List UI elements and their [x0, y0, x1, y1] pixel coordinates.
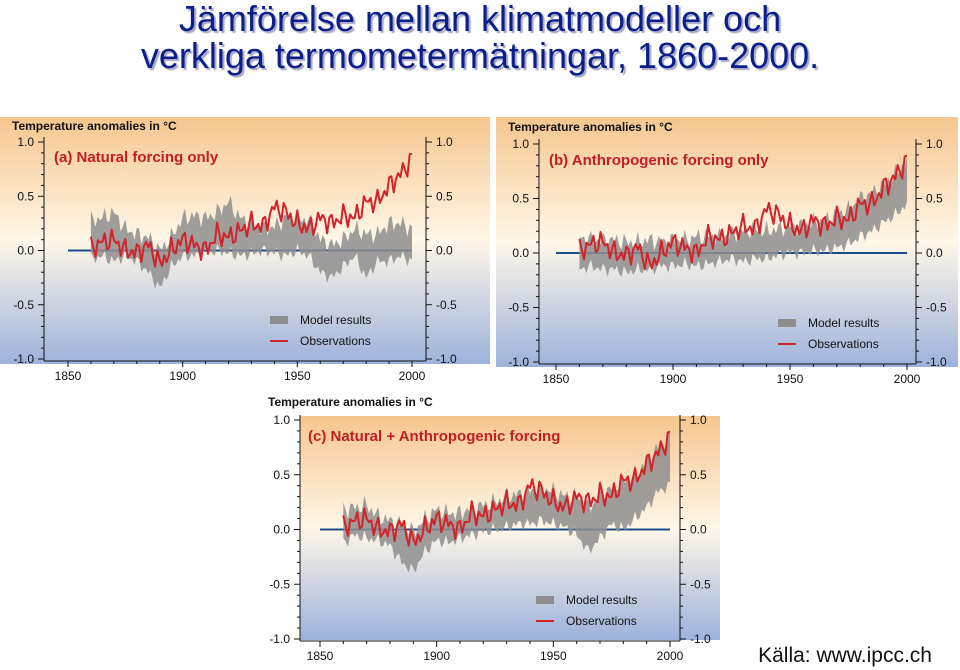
chart-panel-c: Temperature anomalies in °C 1.0 1.0 0.5 0.5 0…	[268, 395, 720, 663]
y-tick-label-right: 1.0	[436, 135, 453, 149]
y-tick-label-left: 0.0	[512, 246, 529, 260]
model-results-band	[343, 430, 670, 573]
y-tick-label-right: -0.5	[926, 301, 947, 315]
x-tick-label: 1850	[543, 372, 570, 386]
y-tick-label-left: -0.5	[269, 577, 290, 591]
y-tick-label-left: -1.0	[508, 355, 529, 369]
model-results-band	[90, 195, 413, 289]
legend-swatch-model	[270, 316, 288, 324]
y-tick-label-right: -0.5	[436, 298, 457, 312]
legend-label-observations: Observations	[808, 337, 879, 351]
legend-label-model: Model results	[808, 316, 879, 330]
x-tick-label: 1950	[777, 372, 804, 386]
y-tick-label-right: 1.0	[926, 137, 943, 151]
y-tick-label-right: 0.5	[926, 192, 943, 206]
panel-title: (c) Natural + Anthropogenic forcing	[308, 428, 560, 445]
x-tick-label: 1950	[284, 369, 311, 383]
source-label: Källa: www.ipcc.ch	[758, 644, 932, 667]
y-tick-label-left: 1.0	[273, 413, 290, 427]
legend-swatch-model	[778, 319, 796, 327]
y-tick-label-left: -0.5	[13, 298, 34, 312]
y-tick-label-right: 0.5	[436, 189, 453, 203]
y-tick-label-left: 0.0	[17, 244, 34, 258]
y-tick-label-left: -1.0	[269, 632, 290, 646]
x-tick-label: 2000	[657, 649, 684, 663]
y-tick-label-right: -0.5	[690, 577, 711, 591]
x-tick-label: 1900	[423, 649, 450, 663]
slide-title-line2: verkliga termometermätningar, 1860-2000.	[140, 35, 820, 76]
y-tick-label-right: 0.0	[436, 244, 453, 258]
x-tick-label: 2000	[399, 369, 426, 383]
panel-title: (b) Anthropogenic forcing only	[549, 152, 769, 169]
y-tick-label-left: 1.0	[512, 137, 529, 151]
x-tick-label: 1950	[540, 649, 567, 663]
y-tick-label-left: 0.5	[512, 192, 529, 206]
slide-title: Jämförelse mellan klimatmodeller och ver…	[0, 0, 960, 74]
y-axis-label: Temperature anomalies in °C	[508, 120, 673, 134]
y-tick-label-right: -1.0	[926, 355, 947, 369]
y-tick-label-right: -1.0	[436, 352, 457, 366]
y-tick-label-left: 0.5	[273, 468, 290, 482]
y-tick-label-left: 0.5	[17, 189, 34, 203]
x-tick-label: 2000	[894, 372, 921, 386]
slide-title-line1: Jämförelse mellan klimatmodeller och	[178, 0, 782, 39]
y-axis-label: Temperature anomalies in °C	[12, 119, 177, 133]
panel-title: (a) Natural forcing only	[54, 149, 219, 166]
x-tick-label: 1850	[307, 649, 334, 663]
x-tick-label: 1900	[169, 369, 196, 383]
chart-panel-a: Temperature anomalies in °C 1.0 1.0 0.5 0.5 0…	[0, 117, 490, 383]
legend-swatch-model	[536, 596, 554, 604]
chart-panel-b: Temperature anomalies in °C 1.0 1.0 0.5 0.5 0…	[496, 117, 958, 386]
observations-line	[342, 430, 671, 547]
x-tick-label: 1900	[660, 372, 687, 386]
legend-label-model: Model results	[566, 593, 637, 607]
y-tick-label-right: -1.0	[690, 632, 711, 646]
legend-label-observations: Observations	[300, 334, 371, 348]
y-tick-label-left: 1.0	[17, 135, 34, 149]
y-tick-label-right: 0.0	[690, 523, 707, 537]
y-tick-label-left: -1.0	[13, 352, 34, 366]
y-tick-label-right: 0.5	[690, 468, 707, 482]
y-tick-label-left: -0.5	[508, 301, 529, 315]
y-tick-label-left: 0.0	[273, 523, 290, 537]
legend-label-observations: Observations	[566, 614, 637, 628]
y-tick-label-right: 0.0	[926, 246, 943, 260]
observations-line	[89, 152, 413, 268]
y-axis-label: Temperature anomalies in °C	[268, 395, 433, 409]
observations-line	[578, 154, 908, 271]
legend-label-model: Model results	[300, 313, 371, 327]
y-tick-label-right: 1.0	[690, 413, 707, 427]
x-tick-label: 1850	[55, 369, 82, 383]
